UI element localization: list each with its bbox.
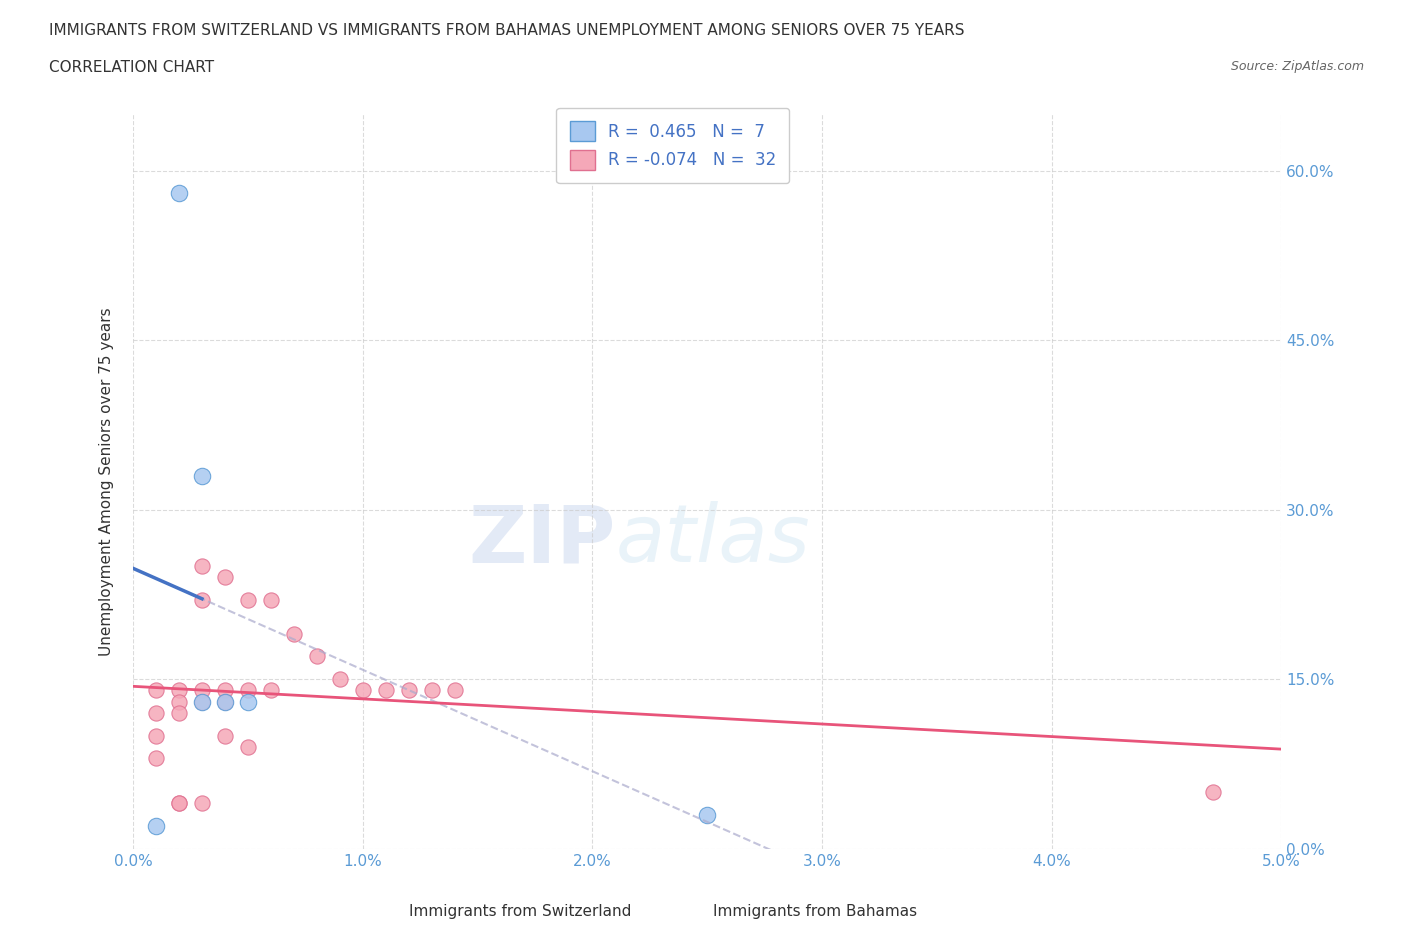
Point [1201, 785, 1223, 800]
Point [167, 695, 190, 710]
Text: CORRELATION CHART: CORRELATION CHART [49, 60, 214, 75]
Point [167, 796, 190, 811]
Point [145, 683, 167, 698]
Text: Immigrants from Switzerland: Immigrants from Switzerland [409, 904, 631, 919]
Point [145, 751, 167, 765]
Point [283, 627, 305, 642]
Point [167, 796, 190, 811]
Point [191, 559, 214, 574]
Point [167, 706, 190, 721]
Point [191, 796, 214, 811]
Point [214, 570, 236, 585]
Point [214, 695, 236, 710]
Point [145, 728, 167, 743]
Point [214, 728, 236, 743]
Point [329, 671, 352, 686]
Point [145, 706, 167, 721]
Text: Immigrants from Bahamas: Immigrants from Bahamas [713, 904, 918, 919]
Point [236, 739, 259, 754]
Point [236, 683, 259, 698]
Point [191, 592, 214, 607]
Point [260, 592, 283, 607]
Point [214, 683, 236, 698]
Point [167, 683, 190, 698]
Text: Source: ZipAtlas.com: Source: ZipAtlas.com [1230, 60, 1364, 73]
Legend: R =  0.465   N =  7, R = -0.074   N =  32: R = 0.465 N = 7, R = -0.074 N = 32 [557, 108, 789, 183]
Point [305, 649, 328, 664]
Point [145, 818, 167, 833]
Point [167, 186, 190, 201]
Point [191, 683, 214, 698]
Point [398, 683, 420, 698]
Point [696, 807, 718, 822]
Point [374, 683, 396, 698]
Point [191, 468, 214, 483]
Text: ZIP: ZIP [468, 501, 616, 579]
Y-axis label: Unemployment Among Seniors over 75 years: Unemployment Among Seniors over 75 years [100, 307, 114, 656]
Point [236, 695, 259, 710]
Point [443, 683, 465, 698]
Point [352, 683, 374, 698]
Point [191, 695, 214, 710]
Text: IMMIGRANTS FROM SWITZERLAND VS IMMIGRANTS FROM BAHAMAS UNEMPLOYMENT AMONG SENIOR: IMMIGRANTS FROM SWITZERLAND VS IMMIGRANT… [49, 23, 965, 38]
Point [420, 683, 443, 698]
Point [214, 695, 236, 710]
Point [191, 695, 214, 710]
Point [260, 683, 283, 698]
Point [236, 592, 259, 607]
Text: atlas: atlas [616, 501, 810, 579]
